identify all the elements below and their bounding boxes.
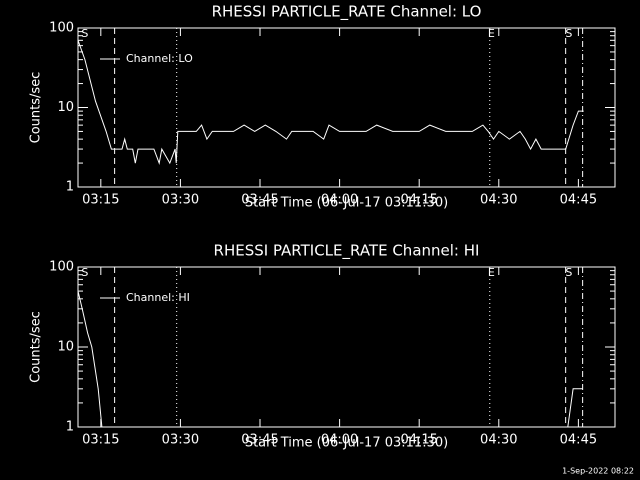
x-tick-label: 04:00 xyxy=(321,433,358,448)
x-tick-label: 03:30 xyxy=(162,193,199,208)
x-tick-label: 04:30 xyxy=(480,193,517,208)
legend-label: Channel: HI xyxy=(126,291,190,304)
x-tick-label: 04:30 xyxy=(480,433,517,448)
x-tick-label: 04:15 xyxy=(400,193,437,208)
x-tick-label: 04:45 xyxy=(560,193,597,208)
y-tick-label: 100 xyxy=(49,21,74,36)
y-tick-label: 1 xyxy=(66,180,74,195)
x-tick-label: 03:30 xyxy=(162,433,199,448)
legend-label: Channel: LO xyxy=(126,52,193,65)
y-tick-label: 10 xyxy=(57,100,74,115)
chart-title: RHESSI PARTICLE_RATE Channel: HI xyxy=(214,242,480,261)
marker-label: E xyxy=(488,27,495,40)
x-tick-label: 03:15 xyxy=(82,193,119,208)
marker-label: S xyxy=(81,266,88,279)
x-tick-label: 04:00 xyxy=(321,193,358,208)
x-tick-label: 04:45 xyxy=(560,433,597,448)
x-tick-label: 03:45 xyxy=(241,193,278,208)
y-tick-label: 1 xyxy=(66,420,74,435)
data-line xyxy=(78,290,583,427)
marker-label: S xyxy=(565,27,572,40)
marker-label: S xyxy=(81,27,88,40)
x-tick-label: 03:15 xyxy=(82,433,119,448)
marker-label: E xyxy=(488,266,495,279)
chart-title: RHESSI PARTICLE_RATE Channel: LO xyxy=(212,3,482,22)
marker-label: S xyxy=(565,266,572,279)
y-tick-label: 100 xyxy=(49,260,74,275)
data-line xyxy=(78,40,584,165)
y-tick-label: 10 xyxy=(57,340,74,355)
x-axis-label: Start Time (06-Jul-17 03:11:30) xyxy=(245,196,448,211)
x-axis-label: Start Time (06-Jul-17 03:11:30) xyxy=(245,436,448,451)
x-tick-label: 03:45 xyxy=(241,433,278,448)
y-axis-label: Counts/sec xyxy=(29,311,44,383)
x-tick-label: 04:15 xyxy=(400,433,437,448)
footer: 1-Sep-2022 08:22 xyxy=(562,467,634,476)
y-axis-label: Counts/sec xyxy=(29,72,44,144)
